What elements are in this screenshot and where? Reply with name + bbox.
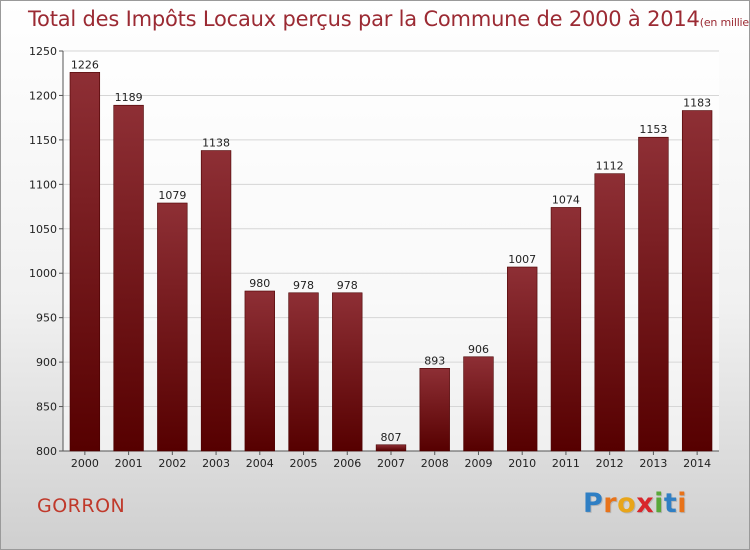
bar (244, 290, 275, 452)
bar (594, 173, 625, 452)
bar-value-label: 906 (468, 343, 489, 356)
y-tick-label: 850 (36, 401, 57, 414)
y-tick-label: 900 (36, 356, 57, 369)
proxiti-logo: Proxiti (583, 488, 687, 519)
bar (375, 444, 407, 452)
bar-value-label: 807 (381, 431, 402, 444)
bar-value-label: 1189 (115, 91, 143, 104)
x-tick-label: 2006 (333, 457, 361, 470)
bar (332, 292, 363, 452)
y-tick-label: 1000 (29, 267, 57, 280)
bar (288, 292, 319, 452)
logo-letter: t (663, 488, 678, 519)
bar (681, 110, 713, 452)
logo-letter: i (677, 488, 688, 519)
y-tick-label: 1100 (29, 178, 57, 191)
bar (69, 72, 101, 452)
bar-value-label: 980 (249, 277, 270, 290)
x-tick-label: 2013 (639, 457, 667, 470)
y-tick-label: 1250 (29, 45, 57, 58)
title-text: Total des Impôts Locaux perçus par la Co… (28, 7, 700, 31)
bar (200, 150, 232, 452)
bar-value-label: 893 (424, 354, 445, 367)
x-tick-label: 2010 (508, 457, 536, 470)
bar-value-label: 1153 (639, 123, 667, 136)
bar (638, 136, 669, 452)
logo-letter: i (654, 488, 664, 519)
x-tick-label: 2001 (115, 457, 143, 470)
y-tick-label: 1200 (29, 89, 57, 102)
bar-value-label: 1226 (71, 58, 99, 71)
x-tick-label: 2008 (421, 457, 449, 470)
commune-name: GORRON (37, 495, 126, 517)
chart-title: Total des Impôts Locaux perçus par la Co… (28, 7, 749, 31)
x-tick-label: 2005 (290, 457, 318, 470)
x-tick-label: 2007 (377, 457, 405, 470)
x-tick-label: 2004 (246, 457, 274, 470)
logo-letter: x (636, 488, 655, 519)
title-unit: (en milliers d'€) (699, 16, 749, 29)
bar (113, 104, 144, 452)
bar-value-label: 1138 (202, 137, 230, 150)
bar (550, 207, 582, 452)
x-tick-label: 2012 (596, 457, 624, 470)
x-tick-label: 2000 (71, 457, 99, 470)
y-tick-label: 800 (36, 445, 57, 458)
logo-letter: r (603, 488, 618, 519)
bar-value-label: 978 (293, 279, 314, 292)
bar (507, 266, 538, 452)
y-tick-label: 1150 (29, 134, 57, 147)
bar (157, 202, 188, 452)
bar-value-label: 978 (337, 279, 358, 292)
y-tick-label: 950 (36, 312, 57, 325)
bar-value-label: 1074 (552, 193, 580, 206)
bar (463, 356, 494, 452)
logo-letter: o (617, 488, 637, 519)
bar (419, 368, 450, 452)
bar-value-label: 1079 (158, 189, 186, 202)
x-tick-label: 2011 (552, 457, 580, 470)
x-tick-label: 2009 (464, 457, 492, 470)
y-tick-label: 1050 (29, 223, 57, 236)
bar-value-label: 1183 (683, 97, 711, 110)
x-tick-label: 2002 (158, 457, 186, 470)
x-tick-label: 2014 (683, 457, 711, 470)
bar-value-label: 1007 (508, 253, 536, 266)
bar-value-label: 1112 (596, 160, 624, 173)
x-tick-label: 2003 (202, 457, 230, 470)
logo-letter: P (583, 488, 604, 519)
